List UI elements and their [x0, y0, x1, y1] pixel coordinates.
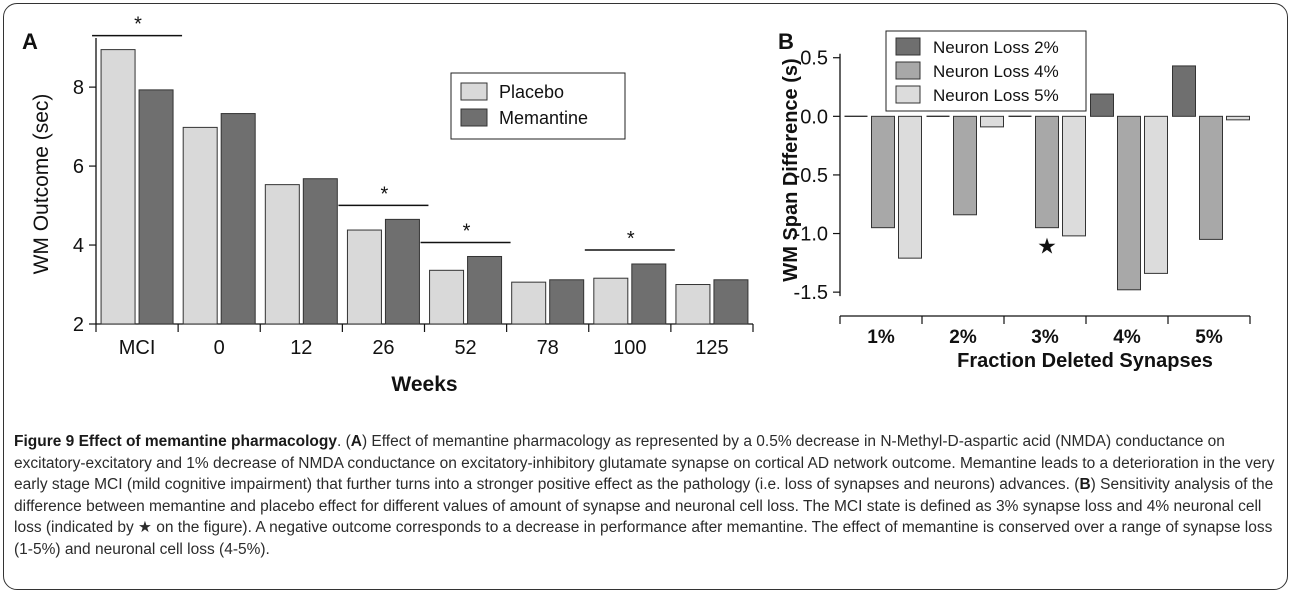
panel-b-x-tick-label: 3% — [1031, 327, 1059, 348]
figure-caption: Figure 9 Effect of memantine pharmacolog… — [14, 431, 1276, 560]
significance-star: * — [381, 183, 389, 205]
bar-neuron-loss-5--3 — [1144, 115, 1168, 274]
mci-marker-star: ★ — [1037, 234, 1057, 259]
bar-placebo-12 — [264, 184, 300, 325]
bar-neuron-loss-4--0 — [871, 115, 895, 229]
panel-b-x-tick-label: 1% — [867, 327, 895, 348]
bar-neuron-loss-4--2 — [1035, 115, 1059, 229]
bar-neuron-loss-4--4 — [1199, 115, 1223, 240]
bar-placebo-78 — [511, 281, 547, 325]
panel-a-x-label: Weeks — [391, 373, 457, 396]
legend-swatch-memantine — [460, 108, 488, 127]
legend-swatch-neuron-loss-2- — [895, 37, 921, 56]
panel-a-y-tick-label: 2 — [73, 314, 84, 336]
bar-memantine-26 — [384, 218, 420, 325]
legend-swatch-placebo — [460, 82, 488, 101]
bar-memantine-78 — [549, 279, 585, 325]
caption-text: . ( — [336, 433, 351, 450]
bar-neuron-loss-5--1 — [980, 115, 1004, 128]
bar-placebo-26 — [346, 229, 382, 325]
legend-swatch-neuron-loss-5- — [895, 85, 921, 104]
bar-placebo-0 — [182, 126, 218, 325]
panel-b-x-tick-label: 2% — [949, 327, 977, 348]
panel-b-y-tick-label: 0.5 — [800, 48, 828, 70]
legend-label-neuron-loss-4-: Neuron Loss 4% — [933, 62, 1059, 81]
bar-neuron-loss-4--1 — [953, 115, 977, 216]
caption-panel-ref: B — [1079, 476, 1091, 493]
bar-memantine-12 — [302, 178, 338, 325]
caption-panel-ref: A — [350, 433, 362, 450]
panel-a-x-tick-label: MCI — [119, 337, 156, 359]
legend-swatch-neuron-loss-4- — [895, 61, 921, 80]
panel-a-x-tick-label: 52 — [454, 337, 476, 359]
figure-frame — [3, 3, 1288, 590]
bar-neuron-loss-4--3 — [1117, 115, 1141, 291]
caption-text: ) Effect of memantine pharmacology as re… — [14, 433, 1275, 493]
panel-a-y-tick-label: 4 — [73, 235, 84, 257]
panel-b-label: B — [778, 29, 794, 54]
caption-body: . (A) Effect of memantine pharmacology a… — [14, 433, 1274, 558]
significance-star: * — [627, 228, 635, 250]
bar-memantine-125 — [713, 279, 749, 325]
panel-b-y-label: WM Span Difference (s) — [780, 58, 802, 281]
panel-a-x-tick-label: 78 — [537, 337, 559, 359]
figure-charts: A 2 4 6 8 WM Outcome (sec) MCI 0 12 26 52 78 100 125 W… — [22, 14, 1251, 396]
panel-a-x-tick-label: 125 — [695, 337, 728, 359]
panel-a-x-tick-label: 0 — [214, 337, 225, 359]
panel-a-x-tick-label: 26 — [372, 337, 394, 359]
bar-neuron-loss-2--4 — [1172, 65, 1196, 117]
panel-a-y-label: WM Outcome (sec) — [30, 94, 53, 275]
bar-memantine-100 — [631, 263, 667, 325]
panel-a-y-tick-label: 6 — [73, 156, 84, 178]
bar-memantine-52 — [467, 255, 503, 325]
panel-b-y-tick-label: -0.5 — [794, 165, 828, 187]
legend-label-placebo: Placebo — [499, 82, 564, 102]
bar-neuron-loss-2--3 — [1090, 93, 1114, 117]
legend-label-neuron-loss-5-: Neuron Loss 5% — [933, 86, 1059, 105]
caption-text: ) Sensitivity analysis of the difference… — [14, 476, 1274, 558]
bar-neuron-loss-5--0 — [898, 115, 922, 259]
panel-b-y-tick-label: -1.0 — [794, 224, 828, 246]
panel-b-x-tick-label: 4% — [1113, 327, 1141, 348]
bar-placebo-MCI — [100, 49, 136, 325]
panel-a-x-tick-label: 100 — [613, 337, 646, 359]
legend-label-neuron-loss-2-: Neuron Loss 2% — [933, 38, 1059, 57]
bar-neuron-loss-5--4 — [1226, 115, 1250, 121]
significance-star: * — [134, 14, 142, 36]
panel-a-x-tick-label: 12 — [290, 337, 312, 359]
significance-star: * — [463, 220, 471, 242]
panel-a-y-tick-label: 8 — [73, 77, 84, 99]
panel-b-x-tick-label: 5% — [1195, 327, 1223, 348]
bar-placebo-125 — [675, 284, 711, 325]
bar-neuron-loss-5--2 — [1062, 115, 1086, 237]
bar-memantine-MCI — [138, 89, 174, 325]
panel-b-y-tick-label: 0.0 — [800, 106, 828, 128]
bar-placebo-52 — [429, 269, 465, 325]
bar-memantine-0 — [220, 113, 256, 325]
panel-a-label: A — [22, 29, 38, 54]
panel-b-y-tick-label: -1.5 — [794, 282, 828, 304]
caption-title: Figure 9 Effect of memantine pharmacolog… — [14, 433, 337, 450]
panel-b-x-label: Fraction Deleted Synapses — [957, 350, 1213, 372]
bar-placebo-100 — [593, 277, 629, 325]
legend-label-memantine: Memantine — [499, 108, 588, 128]
